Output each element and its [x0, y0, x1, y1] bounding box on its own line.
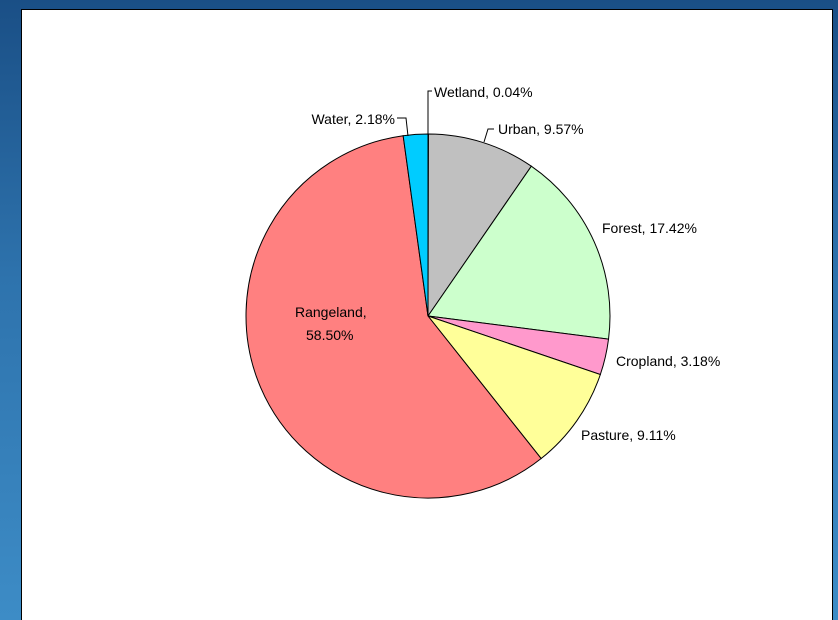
leader-line-water — [397, 117, 409, 137]
pie-slice-rangeland — [245, 135, 542, 499]
slice-label-wetland: Wetland, 0.04% — [434, 84, 533, 100]
pie-slice-pasture — [426, 314, 601, 460]
pie-slice-forest — [427, 165, 611, 340]
leader-line-urban — [483, 128, 494, 143]
slice-label-pasture: Pasture, 9.11% — [581, 427, 676, 443]
chart-panel: Wetland, 0.04% Urban, 9.57% Forest, 17.4… — [21, 9, 833, 620]
pie-slices — [245, 133, 611, 499]
pie-chart: Wetland, 0.04% Urban, 9.57% Forest, 17.4… — [245, 84, 720, 499]
slice-label-urban: Urban, 9.57% — [498, 121, 584, 137]
slice-label-rangeland-name: Rangeland, — [295, 304, 367, 320]
slice-label-cropland: Cropland, 3.18% — [616, 353, 720, 369]
leader-line-wetland — [427, 90, 432, 134]
slice-label-forest: Forest, 17.42% — [602, 220, 697, 236]
pie-slice-urban — [427, 133, 533, 318]
slice-label-water: Water, 2.18% — [311, 111, 395, 127]
leader-lines — [397, 90, 494, 143]
slice-label-rangeland-value: 58.50% — [306, 327, 353, 343]
